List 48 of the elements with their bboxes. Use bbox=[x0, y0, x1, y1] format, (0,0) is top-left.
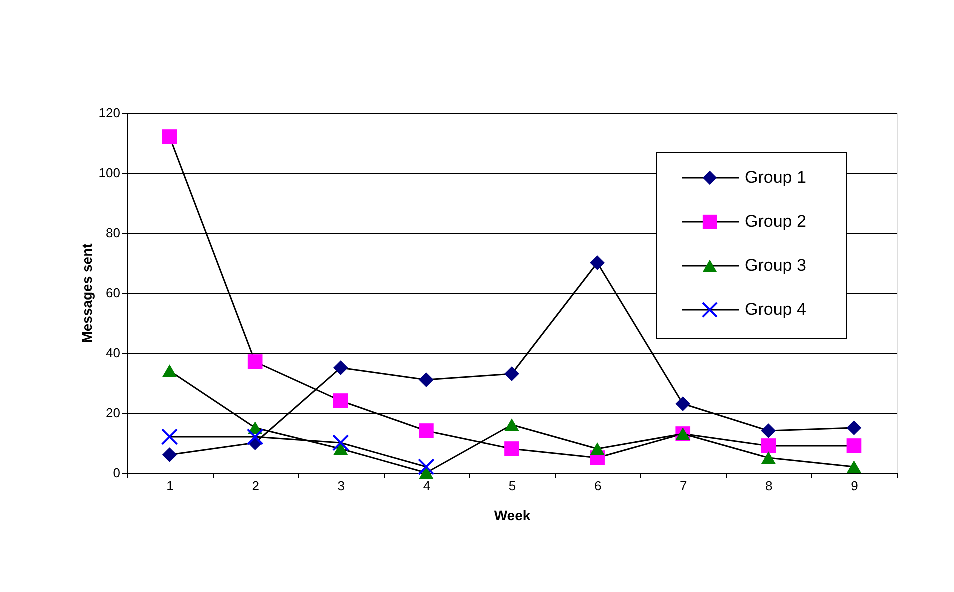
point bbox=[504, 442, 520, 456]
point bbox=[590, 442, 605, 456]
point bbox=[419, 372, 434, 388]
point bbox=[846, 438, 862, 454]
point bbox=[676, 396, 691, 412]
point bbox=[419, 424, 434, 438]
y-tick-label: 100 bbox=[98, 166, 120, 180]
point bbox=[333, 394, 348, 408]
y-tick-label: 80 bbox=[106, 226, 120, 240]
point bbox=[246, 428, 264, 446]
x-tick-label: 6 bbox=[594, 478, 602, 494]
legend-label: Group 4 bbox=[745, 300, 806, 319]
point bbox=[761, 424, 776, 438]
point bbox=[162, 364, 178, 378]
point bbox=[761, 438, 776, 454]
x-tick-label: 3 bbox=[338, 478, 346, 494]
point bbox=[761, 452, 776, 464]
x-tick-label: 9 bbox=[851, 478, 858, 494]
y-tick-label: 20 bbox=[106, 406, 120, 420]
point bbox=[333, 442, 348, 456]
point bbox=[162, 448, 178, 462]
x-axis-title: Week bbox=[494, 508, 531, 524]
point bbox=[332, 434, 350, 452]
y-tick-label: 120 bbox=[98, 106, 120, 120]
point bbox=[248, 354, 263, 370]
point bbox=[846, 420, 862, 436]
point bbox=[504, 366, 520, 382]
point bbox=[162, 130, 178, 144]
point bbox=[419, 466, 434, 480]
point bbox=[504, 418, 520, 432]
x-tick-label: 1 bbox=[166, 478, 174, 494]
point bbox=[846, 460, 862, 474]
x-tick-label: 5 bbox=[508, 478, 516, 494]
legend-label: Group 3 bbox=[745, 256, 806, 275]
point bbox=[590, 256, 605, 270]
legend-label: Group 2 bbox=[745, 212, 806, 231]
y-axis-title: Messages sent bbox=[78, 243, 95, 344]
x-tick-label: 7 bbox=[680, 478, 688, 494]
point bbox=[333, 360, 348, 376]
x-tick-label: 4 bbox=[423, 478, 431, 494]
x-tick-label: 8 bbox=[766, 478, 773, 494]
legend-label: Group 1 bbox=[745, 168, 806, 187]
y-tick-label: 0 bbox=[113, 466, 120, 480]
point bbox=[418, 458, 435, 476]
x-tick-label: 2 bbox=[252, 478, 260, 494]
y-tick-label: 60 bbox=[106, 286, 120, 300]
point bbox=[161, 428, 178, 446]
y-tick-label: 40 bbox=[106, 346, 120, 360]
